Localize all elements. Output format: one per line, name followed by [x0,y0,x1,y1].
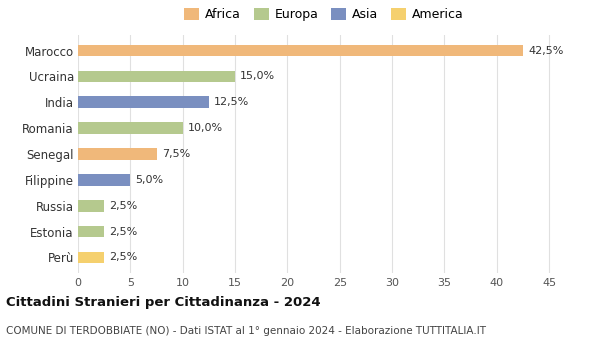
Text: 15,0%: 15,0% [240,71,275,82]
Text: Cittadini Stranieri per Cittadinanza - 2024: Cittadini Stranieri per Cittadinanza - 2… [6,296,320,309]
Bar [78,71,235,82]
Bar [78,122,182,134]
Bar [78,226,104,237]
Bar [78,252,104,263]
Text: 7,5%: 7,5% [162,149,190,159]
Text: 12,5%: 12,5% [214,97,250,107]
Text: 10,0%: 10,0% [188,123,223,133]
Bar [78,97,209,108]
Bar [78,174,130,186]
Text: 2,5%: 2,5% [109,226,137,237]
Text: 2,5%: 2,5% [109,201,137,211]
Legend: Africa, Europa, Asia, America: Africa, Europa, Asia, America [181,6,467,24]
Text: 42,5%: 42,5% [528,46,563,56]
Bar [78,200,104,211]
Text: 5,0%: 5,0% [136,175,164,185]
Text: 2,5%: 2,5% [109,252,137,262]
Text: COMUNE DI TERDOBBIATE (NO) - Dati ISTAT al 1° gennaio 2024 - Elaborazione TUTTIT: COMUNE DI TERDOBBIATE (NO) - Dati ISTAT … [6,326,486,336]
Bar [78,45,523,56]
Bar [78,148,157,160]
